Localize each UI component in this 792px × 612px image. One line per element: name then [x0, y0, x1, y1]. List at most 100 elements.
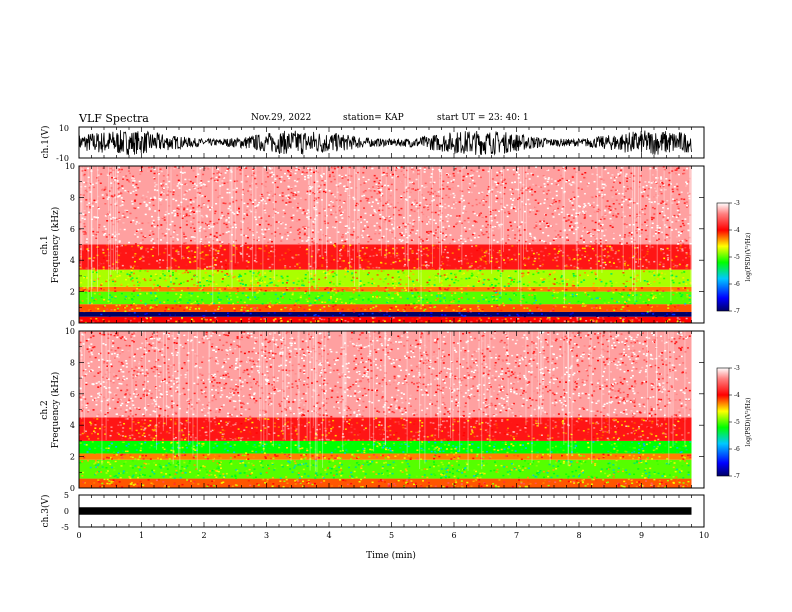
spectrogram-pixel [212, 239, 215, 242]
spectrogram-pixel [201, 251, 204, 253]
spectrogram-pixel [555, 281, 558, 284]
spectrogram-pixel [133, 312, 136, 314]
spectrogram-pixel [361, 236, 364, 239]
spectrogram-pixel [349, 288, 352, 290]
spectrogram-pixel [301, 236, 304, 238]
spectrogram-pixel [208, 241, 211, 244]
spectrogram-pixel [655, 229, 658, 232]
spectrogram-pixel [220, 211, 223, 214]
spectrogram-pixel [402, 170, 405, 173]
spectrogram-pixel [628, 280, 631, 283]
spectrogram-pixel [428, 308, 431, 310]
spectrogram-pixel [141, 307, 144, 309]
spectrogram-pixel [138, 281, 141, 283]
spectrogram-pixel [529, 209, 532, 211]
spectrogram-pixel [598, 191, 601, 193]
spectrogram-pixel [552, 203, 555, 206]
spectrogram-pixel [322, 271, 325, 273]
spectrogram-pixel [133, 180, 136, 182]
spectrogram-pixel [679, 244, 682, 247]
spectrogram-pixel [212, 302, 215, 305]
spectrogram-pixel [668, 249, 671, 252]
spectrogram-pixel [457, 248, 460, 251]
spectrogram-pixel [318, 297, 321, 299]
spectrogram-pixel [681, 259, 684, 261]
spectrogram-pixel [361, 259, 364, 261]
spectrogram-pixel [558, 205, 561, 207]
spectrogram-pixel [493, 278, 496, 280]
spectrogram-pixel [248, 255, 251, 258]
spectrogram-pixel [133, 255, 136, 257]
spectrogram-pixel [415, 305, 418, 308]
spectrogram-pixel [637, 218, 640, 220]
spectrogram-pixel [650, 216, 653, 219]
spectrogram-pixel [644, 221, 647, 223]
spectrogram-pixel [462, 320, 465, 323]
spectrogram-pixel [666, 207, 669, 210]
spectrogram-pixel [281, 221, 284, 224]
spectrogram-pixel [595, 319, 598, 322]
spectrogram-pixel [260, 232, 263, 235]
spectrogram-pixel [229, 179, 232, 182]
spectrogram-pixel [374, 232, 377, 235]
spectrogram-pixel [290, 186, 293, 189]
spectrogram-pixel [324, 248, 327, 251]
spectrogram-pixel [368, 189, 371, 191]
spectrogram-pixel [149, 197, 152, 200]
spectrogram-pixel [516, 241, 519, 244]
spectrogram-pixel [191, 312, 194, 314]
spectrogram-pixel [95, 201, 98, 203]
spectrogram-pixel [495, 278, 498, 281]
spectrogram-pixel [570, 210, 573, 212]
spectrogram-pixel [201, 221, 204, 224]
spectrogram-pixel [490, 284, 493, 286]
spectrogram-band [79, 304, 692, 313]
spectrogram-pixel [678, 211, 681, 214]
spectrogram-pixel [239, 282, 242, 285]
spectrogram-pixel [490, 282, 493, 284]
spectrogram-pixel [215, 247, 218, 249]
spectrogram-pixel [284, 227, 287, 229]
spectrogram-pixel [329, 166, 332, 168]
spectrogram-pixel [132, 184, 135, 187]
spectrogram-pixel [89, 302, 92, 304]
spectrogram-pixel [652, 180, 655, 183]
spectrogram-pixel [94, 307, 97, 309]
spectrogram-pixel [108, 173, 111, 175]
spectrogram-pixel [685, 252, 688, 254]
spectrogram-pixel [518, 253, 521, 255]
spectrogram-pixel [670, 310, 673, 313]
spectrogram-pixel [576, 266, 579, 269]
spectrogram-pixel [397, 242, 400, 245]
spectrogram-pixel [440, 264, 443, 267]
spectrogram-pixel [658, 273, 661, 276]
spectrogram-pixel [254, 174, 257, 177]
spectrogram-pixel [230, 171, 233, 173]
spectrogram-pixel [615, 289, 618, 291]
spectrogram-pixel [393, 206, 396, 209]
spectrogram-pixel [659, 190, 662, 193]
spectrogram-pixel [411, 210, 414, 212]
spectrogram-pixel [446, 185, 449, 188]
spectrogram-pixel [572, 276, 575, 278]
spectrogram-pixel [381, 265, 384, 267]
spectrogram-pixel [609, 211, 612, 213]
spectrogram-pixel [547, 275, 550, 277]
spectrogram-pixel [221, 278, 224, 280]
spectrogram-pixel [321, 265, 324, 267]
spectrogram-pixel [292, 282, 295, 284]
spectrogram-pixel [229, 169, 232, 172]
spectrogram-pixel [139, 246, 142, 249]
spectrogram-pixel [330, 289, 333, 291]
spectrogram-pixel [500, 309, 503, 312]
spectrogram-pixel [324, 310, 327, 312]
spectrogram-pixel [320, 174, 323, 177]
spectrogram-pixel [106, 279, 109, 281]
spectrogram-pixel [481, 309, 484, 311]
spectrogram-pixel [270, 244, 273, 247]
spectrogram-pixel [517, 288, 520, 291]
spectrogram-pixel [232, 244, 235, 247]
spectrogram-pixel [394, 249, 397, 251]
spectrogram-pixel [630, 198, 633, 200]
spectrogram-pixel [571, 214, 574, 217]
